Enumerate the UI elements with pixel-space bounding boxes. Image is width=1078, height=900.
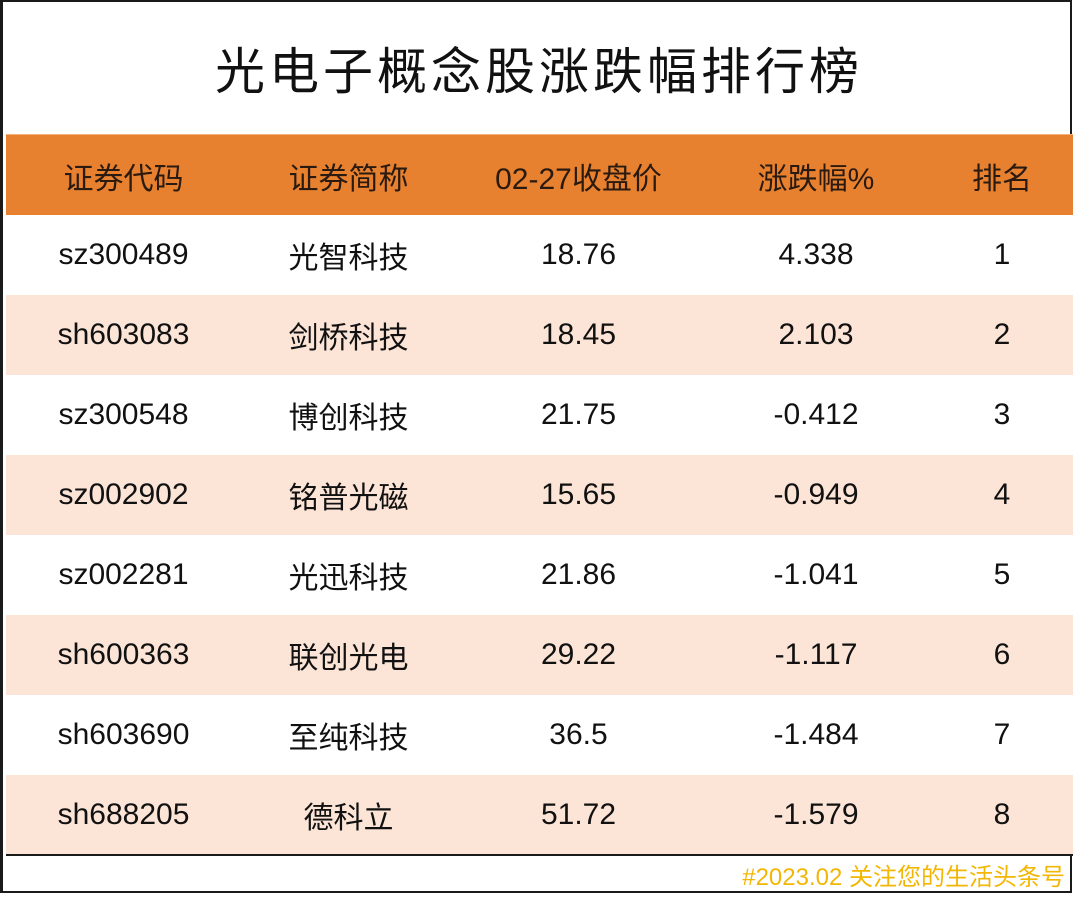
cell-close: 36.5 <box>549 718 608 751</box>
cell-rank: 7 <box>993 718 1011 751</box>
table-row: sh603690 至纯科技 36.5 -1.484 7 <box>6 695 1073 775</box>
cell-change: -1.579 <box>773 798 859 831</box>
cell-close: 15.65 <box>540 478 617 511</box>
cell-name: 光迅科技 <box>288 562 409 595</box>
table-row: sh688205 德科立 51.72 -1.579 8 <box>6 775 1073 855</box>
cell-rank: 2 <box>993 318 1011 351</box>
cell-change: -0.949 <box>773 478 859 511</box>
cell-change: -0.412 <box>773 398 859 431</box>
footer-watermark: #2023.02 关注您的生活头条号 <box>742 864 1065 891</box>
cell-close: 29.22 <box>540 638 617 671</box>
cell-close: 51.72 <box>540 798 617 831</box>
footer-divider <box>6 854 1073 856</box>
cell-change: -1.117 <box>774 638 858 671</box>
header-close: 02-27收盘价 <box>495 162 662 196</box>
cell-name: 至纯科技 <box>288 722 409 755</box>
cell-rank: 1 <box>993 238 1011 271</box>
header-change: 涨跌幅% <box>757 162 875 196</box>
cell-change: -1.484 <box>773 718 859 751</box>
table-row: sz002902 铭普光磁 15.65 -0.949 4 <box>6 455 1073 535</box>
cell-rank: 5 <box>993 558 1011 591</box>
header-name: 证券简称 <box>288 162 409 196</box>
cell-name: 博创科技 <box>288 402 409 435</box>
cell-code: sh600363 <box>57 638 190 671</box>
cell-code: sh603083 <box>57 318 190 351</box>
cell-close: 21.75 <box>540 398 617 431</box>
cell-rank: 6 <box>993 638 1011 671</box>
header-rank: 排名 <box>972 162 1032 196</box>
table-row: sz002281 光迅科技 21.86 -1.041 5 <box>6 535 1073 615</box>
cell-rank: 8 <box>993 798 1011 831</box>
cell-close: 21.86 <box>540 558 617 591</box>
cell-name: 剑桥科技 <box>288 322 409 355</box>
cell-code: sz002902 <box>58 478 189 511</box>
table-row: sz300489 光智科技 18.76 4.338 1 <box>6 215 1073 295</box>
cell-name: 联创光电 <box>288 642 409 675</box>
cell-name: 德科立 <box>303 802 394 835</box>
cell-change: -1.041 <box>773 558 859 591</box>
table-header: 证券代码 证券简称 02-27收盘价 涨跌幅% 排名 <box>6 134 1073 216</box>
cell-name: 光智科技 <box>288 242 409 275</box>
table-row: sz300548 博创科技 21.75 -0.412 3 <box>6 375 1073 455</box>
cell-rank: 4 <box>993 478 1011 511</box>
cell-rank: 3 <box>993 398 1011 431</box>
table-row: sh600363 联创光电 29.22 -1.117 6 <box>6 615 1073 695</box>
cell-code: sz002281 <box>58 558 189 591</box>
cell-change: 2.103 <box>778 318 854 351</box>
cell-code: sz300548 <box>58 398 189 431</box>
cell-code: sh688205 <box>57 798 190 831</box>
page-title: 光电子概念股涨跌幅排行榜 <box>215 43 863 101</box>
header-code: 证券代码 <box>63 162 184 196</box>
cell-name: 铭普光磁 <box>288 482 409 515</box>
cell-code: sz300489 <box>58 238 189 271</box>
cell-close: 18.45 <box>540 318 617 351</box>
table-row: sh603083 剑桥科技 18.45 2.103 2 <box>6 295 1073 375</box>
cell-close: 18.76 <box>540 238 617 271</box>
cell-change: 4.338 <box>778 238 854 271</box>
cell-code: sh603690 <box>57 718 190 751</box>
